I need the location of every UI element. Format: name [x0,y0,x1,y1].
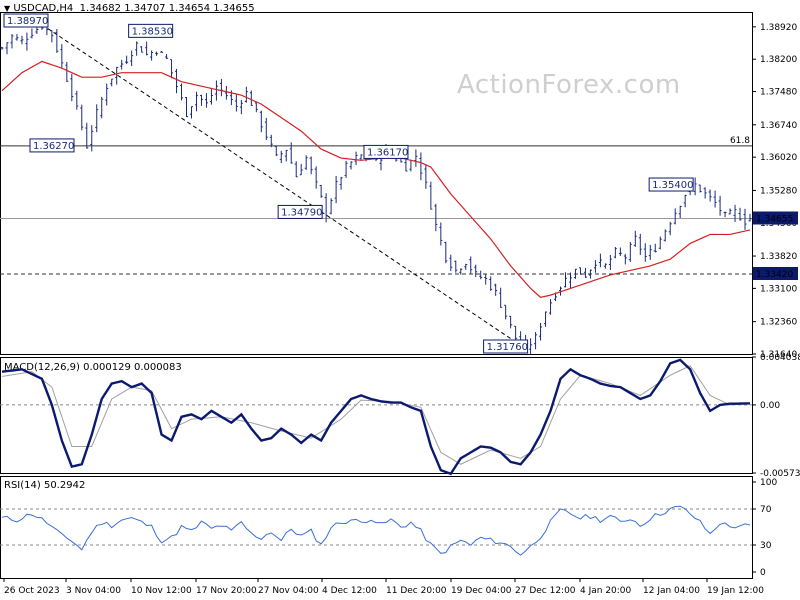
x-tick-label: 17 Nov 20:00 [196,586,257,596]
price-y-tick-label: 1.33820 [760,252,797,262]
rsi-y-tick-label: 70 [760,505,772,515]
macd-y-tick-label: 0.004038 [760,353,800,363]
ohlc-values: 1.34682 1.34707 1.34654 1.34655 [79,3,255,14]
price-level-box [753,211,798,225]
price-annotation-box [483,339,529,354]
price-annotation-label: 1.36170 [367,147,408,158]
price-y-tick-label: 1.35280 [760,186,797,196]
fib-level-label: 61.8 [730,136,750,146]
price-level-box-label: 1.34655 [756,215,793,225]
x-tick-label: 27 Nov 04:00 [258,586,319,596]
price-y-tick-label: 1.38200 [760,55,797,65]
price-y-tick-label: 1.32360 [760,318,797,328]
macd-signal-line [1,365,751,465]
macd-y-tick-label: 0.00 [760,401,780,411]
price-level-box-label: 1.33420 [756,270,793,280]
price-level-box [753,267,798,281]
macd-title: MACD(12,26,9) 0.000129 0.000083 [4,362,182,373]
price-y-tick-label: 1.33100 [760,284,797,294]
rsi-y-tick-label: 100 [760,478,777,488]
symbol-label: USDCAD,H4 [13,3,74,14]
rsi-y-tick-label: 0 [760,568,766,578]
price-annotation-box [277,204,323,219]
x-tick-label: 26 Oct 2023 [4,586,60,596]
price-y-tick-label: 1.36740 [760,121,797,131]
price-y-tick-label: 1.31640 [760,350,797,360]
x-tick-label: 27 Dec 12:00 [515,586,576,596]
price-panel-frame [0,12,753,355]
price-y-tick-label: 1.36020 [760,153,797,163]
rsi-panel-frame [0,476,753,579]
x-tick-label: 19 Jan 12:00 [707,586,764,596]
price-y-tick-label: 1.37480 [760,88,797,98]
x-tick-label: 3 Nov 04:00 [66,586,121,596]
x-tick-label: 12 Jan 04:00 [643,586,700,596]
price-annotation-box [363,144,409,159]
rsi-line [1,505,751,556]
moving-average-line [1,60,751,299]
price-annotation-label: 1.34790 [281,207,322,218]
dashed-trendline [41,24,526,350]
x-tick-label: 11 Dec 20:00 [386,586,447,596]
price-y-tick-label: 1.38920 [760,23,797,33]
macd-y-tick-label: -0.005737 [760,469,800,479]
dropdown-triangle-icon[interactable]: ▼ [4,4,11,13]
macd-panel-frame [0,357,753,474]
watermark: ActionForex.com [457,70,681,100]
price-annotation-label: 1.38530 [132,26,173,37]
price-annotation-box [648,177,694,192]
x-tick-label: 10 Nov 12:00 [131,586,192,596]
price-annotation-box [29,138,75,153]
price-annotation-label: 1.31760 [487,342,528,353]
x-tick-label: 19 Dec 04:00 [451,586,512,596]
rsi-title: RSI(14) 50.2942 [4,480,86,491]
price-annotation-box [3,13,49,28]
x-tick-label: 4 Jan 20:00 [580,586,632,596]
price-annotation-label: 1.36270 [33,141,74,152]
price-annotation-label: 1.38970 [7,16,48,27]
price-annotation-box [128,23,174,38]
header-symbol-row: ▼ USDCAD,H4 1.34682 1.34707 1.34654 1.34… [4,3,255,14]
rsi-y-tick-label: 30 [760,541,772,551]
x-tick-label: 4 Dec 12:00 [322,586,377,596]
macd-main-line [1,358,751,476]
price-annotation-label: 1.35400 [652,180,693,191]
